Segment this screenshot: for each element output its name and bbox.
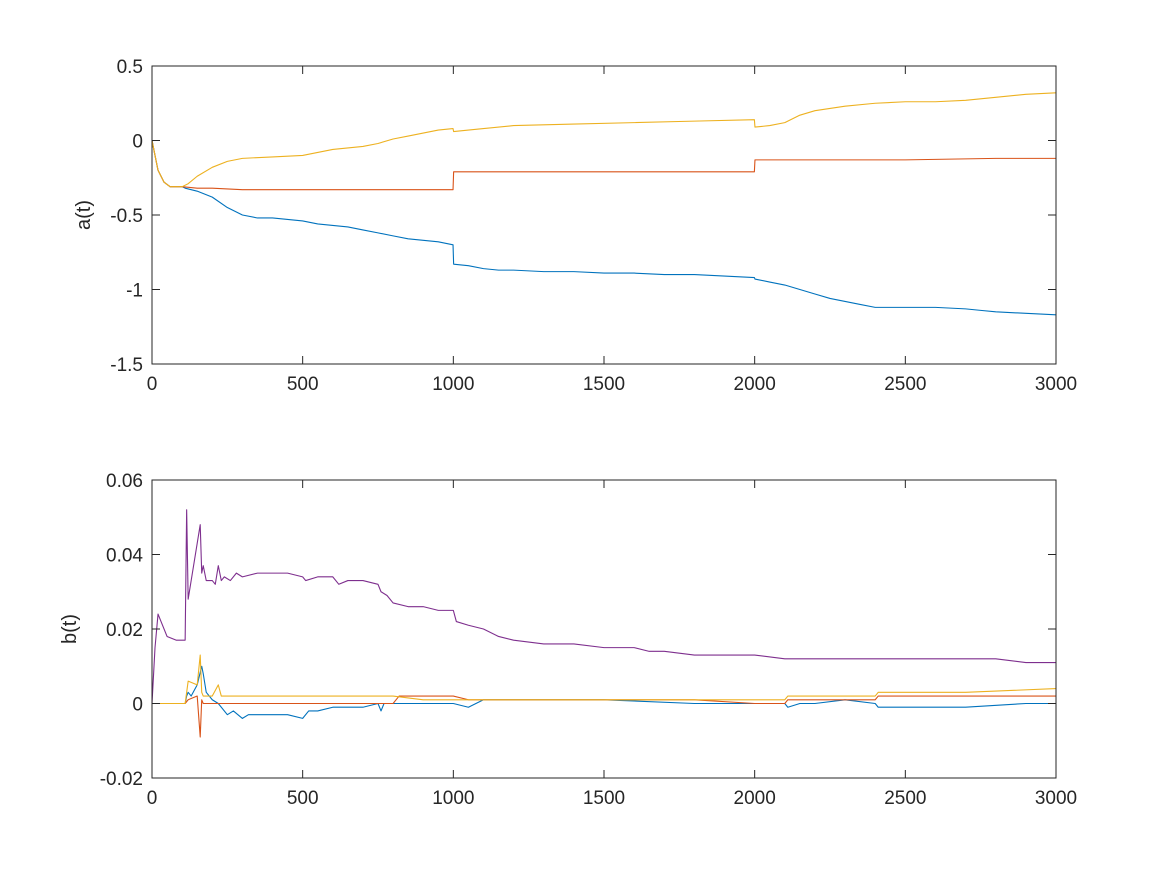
y-axis-label-a: a(t) [73,200,95,230]
plot-area-a [152,66,1056,364]
x-tick-label-a: 1500 [583,374,625,395]
series-line-a-3 [151,92,1057,188]
y-tick-label-b: 0 [132,695,143,716]
series-line-b-2 [152,665,1056,719]
y-tick-label-b: 0.04 [106,546,143,567]
x-tick-label-b: 3000 [1035,788,1077,809]
y-tick-label-a: -0.5 [110,206,143,227]
x-tick-label-b: 0 [147,788,158,809]
x-tick-label-a: 1000 [432,374,474,395]
y-tick-label-b: 0.02 [106,620,143,641]
x-tick-label-b: 2500 [884,788,926,809]
series-line-b-1 [151,509,1056,704]
y-tick-label-a: -1 [126,281,143,302]
series-line-a-1 [151,140,1057,316]
y-tick-label-a: 0 [132,132,143,153]
x-tick-label-a: 3000 [1035,374,1077,395]
x-tick-label-a: 2000 [734,374,776,395]
y-tick-label-a: -1.5 [110,355,143,376]
x-tick-label-b: 1500 [583,788,625,809]
series-line-b-4 [152,654,1057,705]
series-line-b-3 [152,695,1056,738]
axes-b: 0 500 1000 1500 2000 2500 3000-0.0200.020.040.… [59,471,1077,809]
y-axis-label-b: b(t) [59,614,81,644]
x-tick-label-b: 2000 [734,788,776,809]
x-tick-label-a: 0 [147,374,158,395]
axes-a: 0 500 1000 1500 2000 2500 3000 -1.5 -1 -0.5 0 0.5 a(… [73,57,1077,395]
x-tick-label-b: 1000 [432,788,474,809]
y-tick-label-b: -0.02 [100,769,143,790]
y-tick-label-a: 0.5 [117,57,143,78]
y-tick-label-b: 0.06 [106,471,143,492]
x-tick-label-b: 500 [287,788,319,809]
x-tick-label-a: 500 [287,374,319,395]
plot-area-b [152,480,1056,778]
x-tick-label-a: 2500 [884,374,926,395]
